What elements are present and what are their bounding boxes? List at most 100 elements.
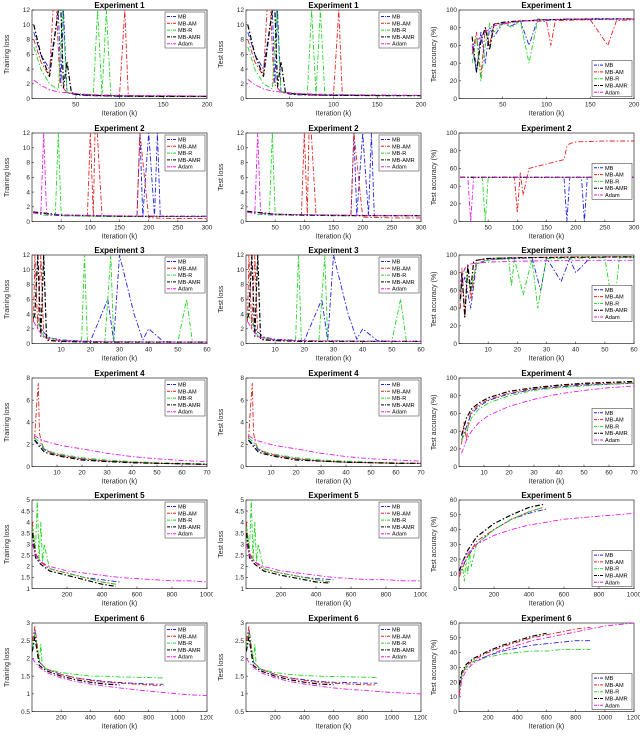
legend-label: MB	[605, 553, 614, 559]
chart-title: Experiment 1	[308, 1, 359, 10]
x-tick-label: 300	[629, 224, 640, 231]
y-tick-label: 8	[240, 159, 244, 166]
x-tick-label: 10	[53, 469, 61, 476]
y-tick-label: 0	[453, 586, 457, 593]
chart-panel-8: Experiment 3 10 20 30 40 50 60 0 2 4 6 8 10 12 Iterati…	[218, 246, 425, 363]
legend-label: MB-AMR	[605, 308, 628, 314]
x-tick-label: 600	[328, 715, 339, 722]
y-tick-label: 6	[26, 297, 30, 304]
y-tick-label: 3	[240, 542, 244, 549]
x-tick-label: 70	[203, 469, 211, 476]
legend-label: Adam	[605, 90, 620, 96]
y-axis-label: Test loss	[218, 653, 225, 681]
x-tick-label: 20	[292, 469, 300, 476]
series-line-adam	[461, 385, 634, 454]
series-line-mb	[247, 255, 421, 343]
x-tick-label: 50	[367, 469, 375, 476]
y-tick-label: 5	[240, 498, 244, 505]
chart-title: Experiment 6	[521, 614, 572, 623]
y-tick-label: 0	[453, 218, 457, 225]
legend-label: MB-AM	[392, 512, 411, 518]
y-tick-label: 2.5	[235, 553, 244, 560]
x-tick-label: 40	[342, 469, 350, 476]
legend-label: MB-AM	[392, 144, 411, 150]
series-line-adam	[459, 513, 634, 575]
y-tick-label: 12	[237, 130, 245, 137]
x-axis-label: Iteration (k)	[316, 233, 351, 240]
legend-label: MB	[392, 505, 401, 511]
x-tick-label: 50	[72, 102, 80, 109]
y-tick-label: 4	[26, 66, 30, 73]
y-tick-label: 0.5	[235, 709, 244, 716]
x-tick-label: 150	[372, 102, 383, 109]
legend-label: Adam	[392, 287, 407, 293]
y-tick-label: 10	[23, 267, 31, 274]
legend-label: MB-AM	[178, 512, 197, 518]
x-tick-label: 100	[85, 224, 96, 231]
x-tick-label: 50	[58, 224, 66, 231]
x-tick-label: 1200	[627, 715, 640, 722]
y-tick-label: 12	[23, 7, 31, 14]
series-line-mb-amr	[248, 439, 421, 464]
chart-panel-17: Experiment 6 200 400 600 800 1000 1200 0.5 1 1.5 2…	[218, 614, 427, 731]
series-line-mb-amr	[33, 10, 207, 98]
legend-label: MB	[605, 676, 614, 682]
x-tick-label: 30	[116, 347, 124, 354]
y-tick-label: 2	[240, 204, 244, 211]
legend-label: MB-R	[605, 567, 619, 573]
chart-title: Experiment 6	[308, 614, 359, 623]
legend-label: MB	[178, 505, 187, 511]
series-group	[246, 255, 421, 343]
y-tick-label: 2	[26, 656, 30, 663]
y-tick-label: 40	[450, 650, 458, 657]
chart-title: Experiment 2	[94, 124, 145, 133]
y-tick-label: 60	[450, 498, 458, 505]
legend-label: MB-AMR	[178, 280, 201, 286]
series-line-mb-am	[32, 626, 164, 687]
x-tick-label: 100	[114, 102, 125, 109]
legend-label: MB-AM	[392, 21, 411, 27]
legend-label: MB-AMR	[605, 84, 628, 90]
y-tick-label: 6	[240, 174, 244, 181]
x-tick-label: 250	[172, 224, 183, 231]
x-tick-label: 150	[541, 224, 552, 231]
x-axis-label: Iteration (k)	[316, 724, 351, 731]
legend-label: MB-AMR	[605, 431, 628, 437]
y-tick-label: 10	[23, 145, 31, 152]
y-tick-label: 20	[450, 679, 458, 686]
x-tick-label: 20	[301, 347, 309, 354]
series-group	[32, 255, 207, 343]
x-tick-label: 50	[499, 102, 507, 109]
legend-label: MB-AM	[605, 295, 624, 301]
x-axis-label: Iteration (k)	[316, 478, 351, 485]
y-axis-label: Test accuracy (%)	[431, 394, 438, 450]
chart-panel-4: Experiment 2 50 100 150 200 250 300 0 2 4 6 8 10 12 It…	[4, 124, 213, 241]
y-tick-label: 30	[450, 542, 458, 549]
y-tick-label: 2	[26, 326, 30, 333]
series-line-mb-am	[471, 19, 634, 77]
y-tick-label: 3	[26, 620, 30, 627]
y-axis-label: Test loss	[218, 40, 225, 68]
y-tick-label: 0	[26, 341, 30, 348]
x-tick-label: 300	[416, 224, 427, 231]
series-group	[32, 626, 207, 697]
series-line-adam	[248, 435, 421, 462]
legend-label: MB-R	[178, 396, 192, 402]
y-tick-label: 1.5	[235, 673, 244, 680]
x-tick-label: 600	[114, 715, 125, 722]
legend-label: MB	[178, 260, 187, 266]
y-tick-label: 8	[26, 375, 30, 382]
series-line-adam	[247, 132, 421, 216]
x-tick-label: 1000	[385, 715, 400, 722]
legend-label: MB-R	[178, 151, 192, 157]
x-tick-label: 10	[58, 347, 66, 354]
y-tick-label: 0	[26, 218, 30, 225]
x-tick-label: 600	[559, 592, 570, 599]
y-tick-label: 4	[240, 66, 244, 73]
x-tick-label: 200	[629, 102, 640, 109]
y-tick-label: 1.5	[21, 673, 30, 680]
series-line-mb-amr	[459, 256, 634, 318]
legend-label: MB	[392, 260, 401, 266]
